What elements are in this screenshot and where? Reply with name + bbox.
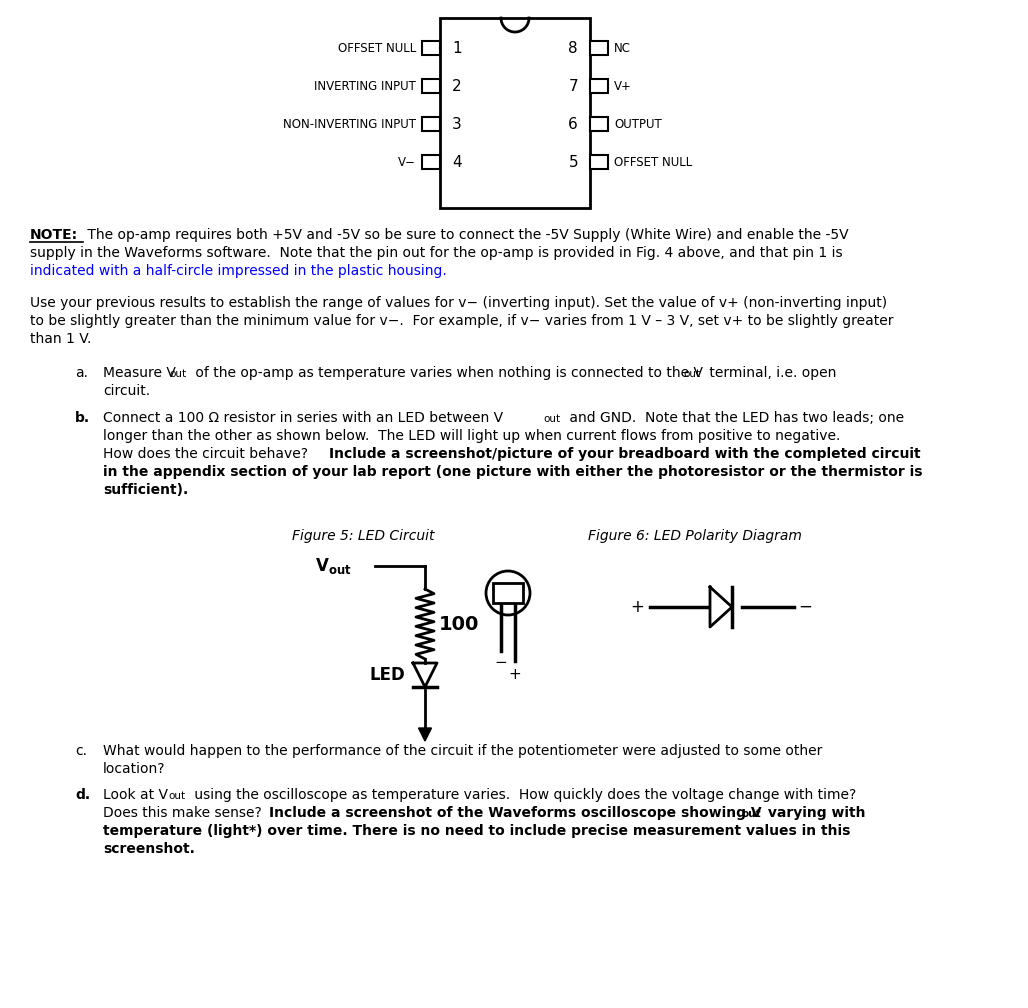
Text: $\bf{V_{out}}$: $\bf{V_{out}}$ — [315, 556, 352, 576]
Text: OFFSET NULL: OFFSET NULL — [338, 42, 416, 54]
Text: Include a screenshot/picture of your breadboard with the completed circuit: Include a screenshot/picture of your bre… — [329, 447, 921, 461]
Text: 100: 100 — [439, 615, 479, 633]
Text: in the appendix section of your lab report (one picture with either the photores: in the appendix section of your lab repo… — [103, 465, 922, 479]
Text: Figure 6: LED Polarity Diagram: Figure 6: LED Polarity Diagram — [588, 529, 802, 543]
Text: Include a screenshot of the Waveforms oscilloscope showing V: Include a screenshot of the Waveforms os… — [269, 806, 762, 820]
Text: circuit.: circuit. — [103, 384, 150, 398]
Text: −: − — [494, 655, 508, 670]
Text: out: out — [169, 369, 186, 379]
Text: 1: 1 — [452, 41, 462, 55]
Text: to be slightly greater than the minimum value for v−.  For example, if v− varies: to be slightly greater than the minimum … — [30, 314, 893, 328]
Text: LED: LED — [369, 666, 405, 684]
Text: Look at V: Look at V — [103, 788, 168, 802]
Text: The op-amp requires both +5V and -5V so be sure to connect the -5V Supply (White: The op-amp requires both +5V and -5V so … — [83, 228, 849, 242]
Text: supply in the Waveforms software.  Note that the pin out for the op-amp is provi: supply in the Waveforms software. Note t… — [30, 246, 843, 260]
Text: 7: 7 — [568, 79, 578, 94]
Text: 8: 8 — [568, 41, 578, 55]
Text: c.: c. — [75, 744, 87, 758]
Polygon shape — [418, 728, 432, 741]
Text: and GND.  Note that the LED has two leads; one: and GND. Note that the LED has two leads… — [565, 411, 904, 425]
Text: out: out — [683, 369, 700, 379]
Text: NC: NC — [614, 42, 631, 54]
Text: V+: V+ — [614, 80, 632, 93]
Text: indicated with a half-circle impressed in the plastic housing.: indicated with a half-circle impressed i… — [30, 264, 447, 278]
Bar — [493, 583, 523, 603]
Bar — [423, 155, 440, 169]
Text: 3: 3 — [452, 117, 462, 132]
Text: NON-INVERTING INPUT: NON-INVERTING INPUT — [283, 118, 416, 131]
Text: OUTPUT: OUTPUT — [614, 118, 662, 131]
Text: a.: a. — [75, 366, 88, 380]
Text: 5: 5 — [568, 155, 578, 170]
Text: Connect a 100 Ω resistor in series with an LED between V: Connect a 100 Ω resistor in series with … — [103, 411, 503, 425]
Bar — [440, 18, 590, 208]
Text: Use your previous results to establish the range of values for v− (inverting inp: Use your previous results to establish t… — [30, 296, 887, 310]
Text: +: + — [509, 667, 521, 682]
Bar — [590, 41, 608, 55]
Text: Does this make sense?: Does this make sense? — [103, 806, 266, 820]
Text: NOTE:: NOTE: — [30, 228, 78, 242]
Text: Measure V: Measure V — [103, 366, 176, 380]
Text: Figure 5: LED Circuit: Figure 5: LED Circuit — [292, 529, 435, 543]
Text: d.: d. — [75, 788, 90, 802]
Text: varying with: varying with — [763, 806, 866, 820]
Text: 6: 6 — [568, 117, 578, 132]
Text: out: out — [741, 809, 761, 818]
Text: b.: b. — [75, 411, 90, 425]
Bar — [423, 41, 440, 55]
Text: temperature (light*) over time. There is no need to include precise measurement : temperature (light*) over time. There is… — [103, 824, 850, 838]
Text: terminal, i.e. open: terminal, i.e. open — [705, 366, 837, 380]
Text: longer than the other as shown below.  The LED will light up when current flows : longer than the other as shown below. Th… — [103, 429, 840, 443]
Text: −: − — [798, 598, 812, 616]
Text: OFFSET NULL: OFFSET NULL — [614, 156, 692, 169]
Text: How does the circuit behave?: How does the circuit behave? — [103, 447, 317, 461]
Text: out: out — [543, 414, 560, 424]
Text: INVERTING INPUT: INVERTING INPUT — [315, 80, 416, 93]
Bar — [590, 155, 608, 169]
Text: of the op-amp as temperature varies when nothing is connected to the V: of the op-amp as temperature varies when… — [191, 366, 703, 380]
Text: than 1 V.: than 1 V. — [30, 332, 91, 346]
Text: +: + — [630, 598, 644, 616]
Text: sufficient).: sufficient). — [103, 483, 188, 497]
Text: 2: 2 — [452, 79, 462, 94]
Text: using the oscilloscope as temperature varies.  How quickly does the voltage chan: using the oscilloscope as temperature va… — [190, 788, 856, 802]
Bar — [423, 117, 440, 131]
Text: location?: location? — [103, 762, 166, 776]
Bar — [590, 80, 608, 94]
Text: V−: V− — [398, 156, 416, 169]
Bar — [423, 80, 440, 94]
Text: screenshot.: screenshot. — [103, 842, 195, 856]
Text: out: out — [168, 791, 185, 801]
Text: What would happen to the performance of the circuit if the potentiometer were ad: What would happen to the performance of … — [103, 744, 822, 758]
Text: 4: 4 — [452, 155, 462, 170]
Bar — [590, 117, 608, 131]
